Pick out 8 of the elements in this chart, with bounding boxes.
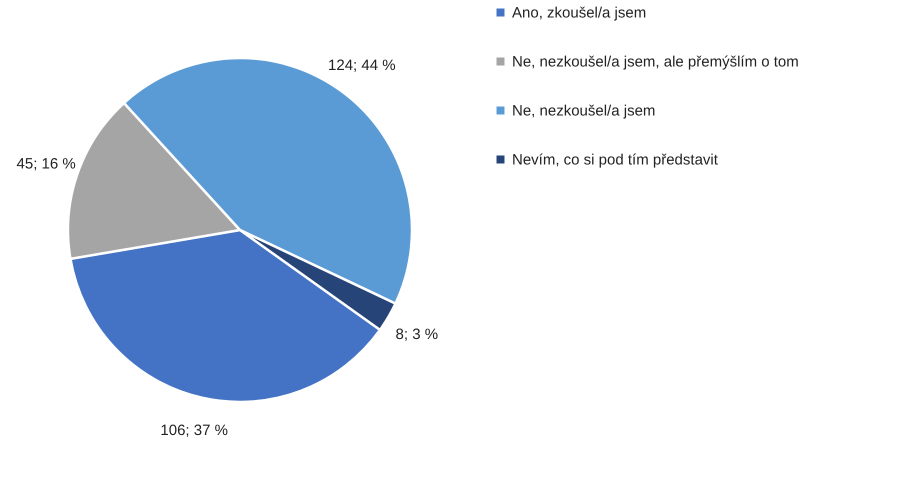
- legend-label: Nevím, co si pod tím představit: [512, 152, 719, 168]
- legend-label: Ne, nezkoušel/a jsem, ale přemýšlím o tom: [512, 54, 799, 70]
- legend-label: Ne, nezkoušel/a jsem: [512, 102, 656, 120]
- data-label: 8; 3 %: [396, 326, 438, 343]
- data-label: 124; 44 %: [328, 57, 396, 74]
- data-label: 45; 16 %: [16, 155, 76, 172]
- data-label: 106; 37 %: [160, 422, 228, 439]
- legend-label: Ano, zkoušel/a jsem: [512, 4, 646, 22]
